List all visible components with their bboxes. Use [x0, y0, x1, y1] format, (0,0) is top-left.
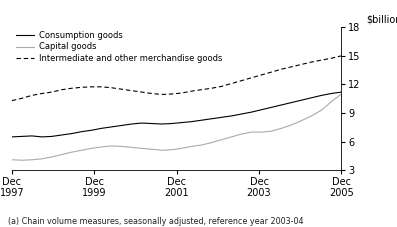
Y-axis label: $billion: $billion [366, 14, 397, 24]
Text: (a) Chain volume measures, seasonally adjusted, reference year 2003-04: (a) Chain volume measures, seasonally ad… [8, 217, 303, 226]
Legend: Consumption goods, Capital goods, Intermediate and other merchandise goods: Consumption goods, Capital goods, Interm… [16, 31, 222, 63]
